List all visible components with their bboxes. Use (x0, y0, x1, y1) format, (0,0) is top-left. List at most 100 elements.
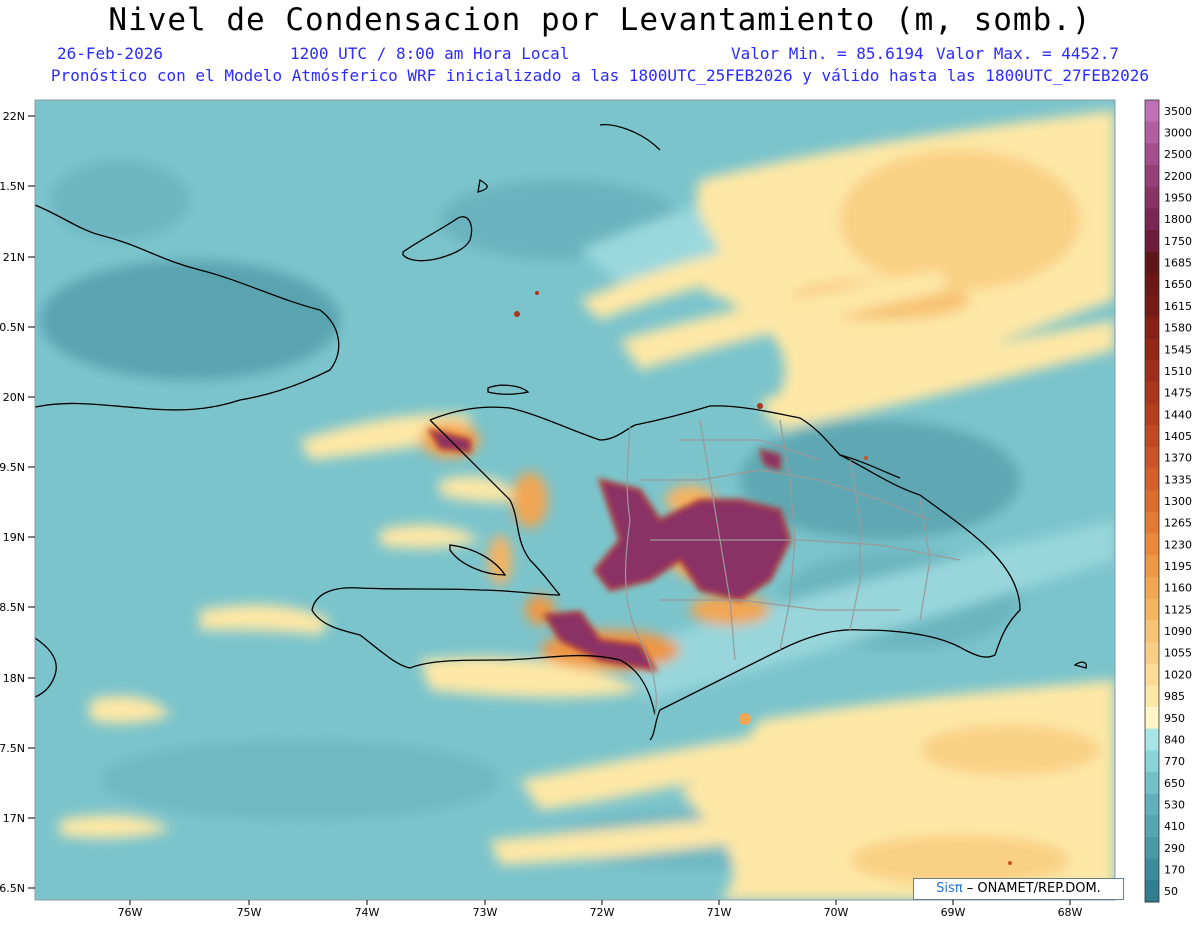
colorbar-swatch (1145, 338, 1159, 361)
colorbar-label: 2500 (1164, 148, 1192, 161)
colorbar-label: 1370 (1164, 452, 1192, 465)
lat-tick-label: 9.5N (0, 461, 25, 474)
plot-frame (34, 99, 1116, 901)
lat-tick-group: 22N 1.5N 21N 0.5N 20N 9.5N 19N 8.5N 18N … (0, 110, 25, 895)
colorbar-swatch (1145, 598, 1159, 621)
lat-tick-label: 8.5N (0, 601, 25, 614)
colorbar-swatch (1145, 165, 1159, 188)
colorbar-label: 1055 (1164, 647, 1192, 660)
colorbar-swatch (1145, 100, 1159, 123)
colorbar-swatch (1145, 706, 1159, 730)
lon-tick-label: 71W (707, 906, 732, 919)
lat-tick-label: 18N (3, 672, 25, 685)
colorbar-swatch (1145, 750, 1159, 773)
colorbar-swatch (1145, 771, 1159, 795)
colorbar-swatch (1145, 316, 1159, 339)
colorbar-swatch (1145, 880, 1159, 903)
colorbar-label: 650 (1164, 777, 1185, 790)
colorbar-swatch (1145, 533, 1159, 556)
colorbar-swatch (1145, 836, 1159, 860)
colorbar-label: 3000 (1164, 127, 1192, 140)
lon-tick-label: 75W (237, 906, 262, 919)
colorbar-swatch (1145, 576, 1159, 600)
colorbar-label: 1335 (1164, 473, 1192, 486)
colorbar-swatch (1145, 121, 1159, 144)
colorbar-label: 2200 (1164, 170, 1192, 183)
colorbar-label: 1125 (1164, 603, 1192, 616)
colorbar-label: 3500 (1164, 105, 1192, 118)
colorbar: 3500 3000 2500 2200 1950 1800 1750 1685 1650 1615… (1144, 99, 1192, 903)
lat-tick-marks (28, 115, 35, 889)
colorbar-label: 985 (1164, 690, 1185, 703)
lon-tick-label: 70W (824, 906, 849, 919)
colorbar-swatch (1145, 468, 1159, 491)
colorbar-label: 1800 (1164, 213, 1192, 226)
colorbar-label: 1300 (1164, 495, 1192, 508)
lon-tick-label: 74W (355, 906, 380, 919)
lat-tick-label: 1.5N (0, 180, 25, 193)
lon-tick-label: 76W (118, 906, 143, 919)
colorbar-swatch (1145, 381, 1159, 404)
colorbar-swatch (1145, 251, 1159, 274)
forecast-date: 26-Feb-2026 (57, 44, 163, 63)
lat-tick-label: 7.5N (0, 742, 25, 755)
lon-tick-label: 72W (590, 906, 615, 919)
colorbar-label: 1475 (1164, 387, 1192, 400)
colorbar-label: 1405 (1164, 430, 1192, 443)
colorbar-label: 1440 (1164, 408, 1192, 421)
coastlines (35, 124, 1088, 741)
max-value: Valor Max. = 4452.7 (936, 44, 1120, 63)
colorbar-label: 1090 (1164, 625, 1192, 638)
colorbar-label: 1950 (1164, 192, 1192, 205)
lat-tick-label: 0.5N (0, 321, 25, 334)
lat-tick-label: 22N (3, 110, 25, 123)
colorbar-swatch (1145, 425, 1159, 448)
province-borders (624, 419, 961, 716)
colorbar-label: 50 (1164, 885, 1178, 898)
colorbar-label: 1510 (1164, 365, 1192, 378)
colorbar-swatch (1145, 793, 1159, 816)
colorbar-swatch (1145, 641, 1159, 665)
colorbar-swatch (1145, 403, 1159, 426)
colorbar-label: 1650 (1164, 278, 1192, 291)
colorbar-label: 1160 (1164, 582, 1192, 595)
colorbar-label: 1750 (1164, 235, 1192, 248)
colorbar-swatch (1145, 295, 1159, 318)
min-value: Valor Min. = 85.6194 (731, 44, 924, 63)
lat-tick-label: 17N (3, 812, 25, 825)
colorbar-swatch (1145, 186, 1159, 209)
colorbar-label: 290 (1164, 842, 1185, 855)
model-info-line: Pronóstico con el Modelo Atmósferico WRF… (50, 66, 1150, 85)
colorbar-swatch (1145, 230, 1159, 253)
credit-text: – ONAMET/REP.DOM. (966, 881, 1101, 896)
colorbar-label: 1020 (1164, 668, 1192, 681)
colorbar-swatch (1145, 360, 1159, 383)
lat-tick-label: 19N (3, 531, 25, 544)
colorbar-swatch (1145, 273, 1159, 296)
colorbar-label: 840 (1164, 733, 1185, 746)
colorbar-frame (1144, 99, 1160, 903)
lon-tick-group: 76W 75W 74W 73W 72W 71W 70W 69W 68W (118, 906, 1083, 919)
colorbar-label: 770 (1164, 755, 1185, 768)
lat-tick-label: 20N (3, 391, 25, 404)
colorbar-swatch (1145, 620, 1159, 643)
colorbar-swatch (1145, 490, 1159, 513)
colorbar-label: 170 (1164, 863, 1185, 876)
colorbar-label: 1615 (1164, 300, 1192, 313)
lat-tick-label: 21N (3, 251, 25, 264)
colorbar-label: 530 (1164, 798, 1185, 811)
sispi-logo-text: Sisπ (936, 881, 963, 896)
lon-tick-label: 73W (473, 906, 498, 919)
lon-tick-marks (129, 900, 1071, 905)
forecast-time: 1200 UTC / 8:00 am Hora Local (290, 44, 570, 63)
colorbar-swatch (1145, 728, 1159, 751)
colorbar-label: 950 (1164, 712, 1185, 725)
colorbar-label: 1195 (1164, 560, 1192, 573)
colorbar-label: 1545 (1164, 343, 1192, 356)
colorbar-swatch (1145, 143, 1159, 166)
lon-tick-label: 69W (941, 906, 966, 919)
colorbar-label: 1580 (1164, 322, 1192, 335)
lon-tick-label: 68W (1058, 906, 1083, 919)
colorbar-label: 410 (1164, 820, 1185, 833)
